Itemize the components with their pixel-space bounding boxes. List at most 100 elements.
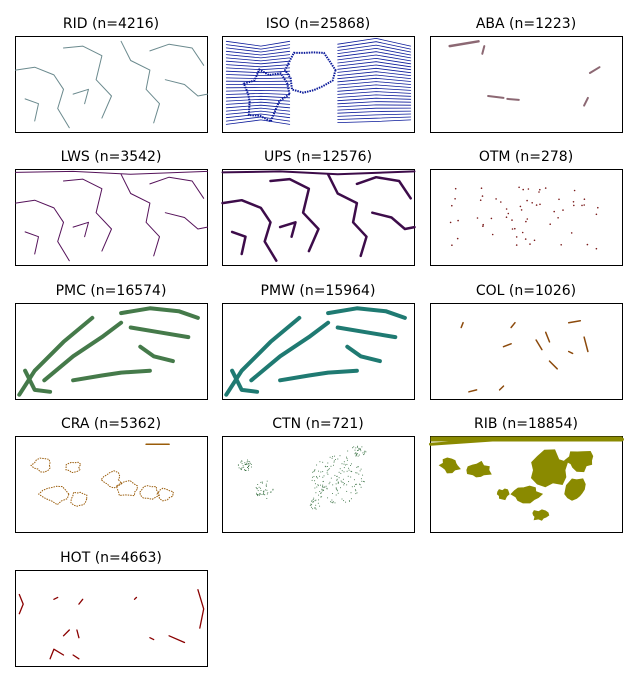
rib-blob: [510, 485, 544, 504]
data-point: [311, 479, 313, 481]
collision-segment: [510, 321, 516, 329]
data-point: [350, 476, 352, 478]
data-point: [348, 500, 350, 502]
axes-frame: [430, 436, 623, 533]
data-point: [332, 502, 334, 504]
data-point: [263, 494, 265, 495]
isochron-line: [337, 44, 412, 53]
panel-title: COL (n=1026): [476, 283, 576, 299]
isochron-line: [337, 104, 412, 108]
data-point: [241, 463, 243, 465]
ridge-line: [15, 66, 70, 129]
data-point: [332, 501, 334, 503]
data-point: [347, 475, 349, 477]
data-point: [531, 202, 533, 204]
arc-segment: [278, 368, 359, 383]
boundary-line: [355, 175, 412, 200]
isochron-line: [337, 61, 412, 68]
data-point: [515, 244, 518, 246]
plot-area: [30, 443, 174, 507]
boundary-line: [221, 198, 278, 262]
boundary-line: [278, 221, 297, 238]
arc-segment: [230, 368, 260, 394]
abandoned-segment: [588, 66, 601, 74]
arc-segment: [224, 315, 302, 397]
data-point: [314, 483, 316, 485]
isochron-line: [225, 104, 291, 109]
data-point: [336, 479, 338, 481]
data-point: [363, 481, 365, 483]
data-point: [353, 479, 355, 481]
data-point: [320, 471, 322, 473]
data-point: [250, 463, 252, 465]
boundary-line: [149, 176, 205, 199]
data-point: [560, 244, 562, 246]
isochron-line: [337, 54, 412, 62]
data-point: [342, 482, 344, 484]
data-point: [357, 453, 358, 455]
data-point: [331, 499, 333, 501]
data-point: [335, 488, 337, 490]
data-point: [539, 188, 541, 191]
isochron-line: [225, 74, 291, 76]
data-point: [479, 199, 482, 201]
data-point: [265, 483, 267, 485]
hotspot-segment: [76, 629, 80, 639]
isochron-line: [225, 50, 291, 56]
ridge-line: [120, 40, 160, 124]
isochron-line: [337, 71, 412, 76]
data-point: [527, 188, 530, 190]
data-point: [331, 501, 333, 503]
data-point: [329, 456, 331, 458]
data-point: [355, 452, 357, 454]
data-point: [597, 206, 599, 209]
isochron-line: [225, 54, 291, 59]
axes-frame: [15, 570, 208, 667]
data-point: [358, 473, 360, 475]
data-point: [269, 491, 271, 493]
craton-outline: [156, 487, 174, 502]
isochron-line: [337, 101, 412, 105]
collision-segment: [567, 320, 582, 324]
data-point: [246, 463, 248, 465]
data-point: [526, 218, 529, 220]
data-point: [266, 480, 268, 482]
data-point: [247, 459, 248, 461]
arc-segment: [345, 344, 382, 364]
data-point: [322, 461, 324, 463]
ridge-line: [164, 79, 208, 97]
data-point: [476, 217, 479, 219]
data-point: [244, 462, 246, 464]
data-point: [327, 473, 329, 475]
data-point: [314, 507, 316, 509]
data-point: [562, 209, 564, 211]
data-point: [265, 485, 267, 487]
data-point: [341, 463, 343, 465]
data-point: [525, 220, 527, 223]
isochron-line: [225, 77, 291, 79]
axes-frame: [15, 169, 208, 266]
axes-frame: [15, 436, 208, 533]
isochron-line: [225, 107, 291, 112]
data-point: [320, 496, 322, 498]
data-point: [260, 487, 261, 489]
isochron-line: [337, 87, 412, 92]
data-point: [312, 476, 313, 478]
panel-title: PMC (n=16574): [56, 283, 167, 299]
ridge-line: [72, 88, 89, 105]
arc-segment: [128, 325, 191, 340]
isochron-line: [225, 110, 291, 115]
data-point: [360, 468, 362, 470]
data-point: [570, 232, 573, 234]
panel-title: HOT (n=4663): [60, 550, 162, 566]
boundary-line: [230, 230, 247, 256]
data-point: [355, 490, 357, 492]
data-point: [316, 476, 317, 478]
arc-segment: [326, 306, 407, 320]
boundary-line: [221, 170, 416, 176]
isochron-line: [225, 40, 291, 47]
data-point: [338, 477, 340, 479]
data-point: [335, 487, 337, 489]
data-point: [240, 468, 242, 470]
